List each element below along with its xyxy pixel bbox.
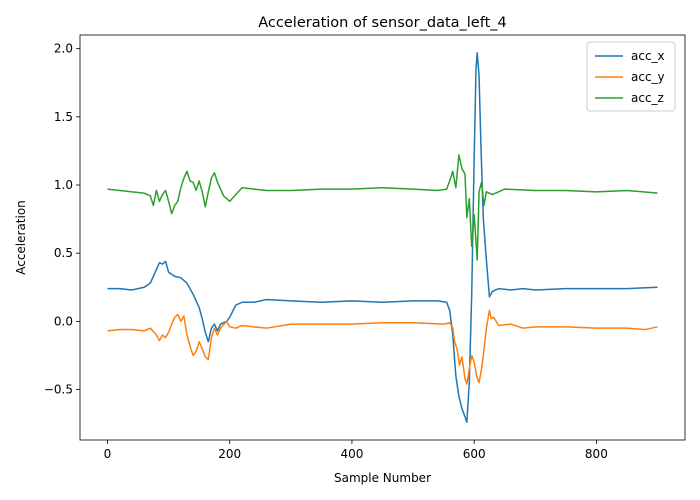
x-tick-label: 600 [463,447,486,461]
y-tick-label: 0.0 [54,314,73,328]
legend-label-acc-y: acc_y [631,70,665,84]
series-layer [107,51,658,424]
plot-frame [79,34,686,441]
chart-title: Acceleration of sensor_data_left_4 [258,15,506,31]
x-axis-ticks: 0 200 400 600 800 [104,440,608,461]
x-tick-label: 400 [340,447,363,461]
legend-label-acc-z: acc_z [631,91,664,105]
series-line-acc-y [107,309,658,385]
legend-label-acc-x: acc_x [631,49,665,63]
legend: acc_x acc_y acc_z [586,41,676,112]
y-tick-label: 1.5 [54,110,73,124]
y-tick-label: −0.5 [44,383,73,397]
y-tick-label: 2.0 [54,42,73,56]
y-tick-label: 1.0 [54,178,73,192]
y-tick-label: 0.5 [54,246,73,260]
x-tick-label: 200 [218,447,241,461]
x-tick-label: 0 [104,447,112,461]
legend-frame [586,41,676,112]
series-line-acc-x [107,51,658,424]
x-axis-label: Sample Number [334,471,431,485]
y-axis-label: Acceleration [14,200,28,275]
series-line-acc-z [107,154,658,261]
x-tick-label: 800 [585,447,608,461]
plot-area [80,35,685,440]
y-axis-ticks: −0.5 0.0 0.5 1.0 1.5 2.0 [44,42,80,397]
